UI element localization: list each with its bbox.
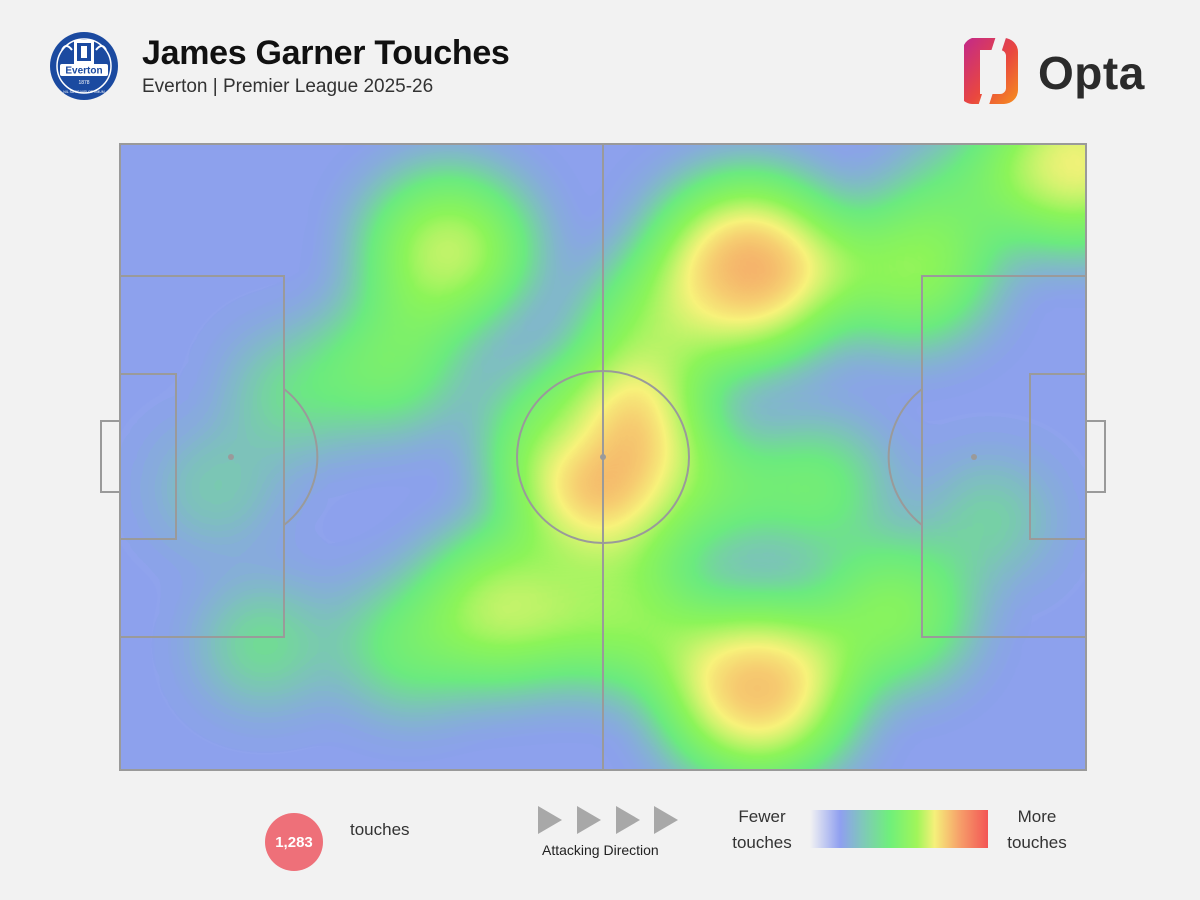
legend-low-line2: touches	[732, 833, 792, 852]
play-arrow-icon	[654, 806, 678, 834]
touch-count-badge: 1,283	[265, 813, 323, 871]
attacking-direction-arrows	[538, 806, 678, 834]
play-arrow-icon	[538, 806, 562, 834]
heat-spot	[937, 472, 1041, 567]
heat-spot	[166, 442, 267, 534]
heat-spot	[756, 434, 875, 542]
legend-low-line1: Fewer	[738, 807, 786, 826]
everton-crest-icon: Everton 1878 NIL SATIS NISI OPTIMUM	[50, 32, 118, 100]
center-spot	[600, 454, 606, 460]
heat-spot	[553, 551, 692, 676]
crest-year: 1878	[78, 80, 89, 86]
footer-legend: 1,283 touches Attacking Direction Fewer …	[0, 790, 1200, 900]
page-subtitle: Everton | Premier League 2025-26	[142, 76, 434, 97]
center-circle	[516, 370, 690, 544]
heat-spot	[826, 553, 960, 674]
heat-spot	[638, 432, 761, 545]
heat-spot	[592, 269, 730, 395]
play-arrow-icon	[616, 806, 640, 834]
crest-text: Everton	[65, 66, 102, 77]
legend-high-label: More touches	[998, 804, 1076, 856]
crest-motto: NIL SATIS NISI OPTIMUM	[63, 90, 105, 94]
play-arrow-icon	[577, 806, 601, 834]
opta-logo-icon	[964, 34, 1018, 110]
heat-spot	[329, 307, 452, 419]
right-penalty-arc	[887, 388, 923, 526]
heatmap-layer	[120, 144, 1086, 770]
heat-spot	[374, 183, 523, 318]
heat-spot	[495, 372, 614, 480]
left-penalty-arc	[283, 388, 319, 526]
legend-color-scale	[810, 810, 988, 848]
page-title: James Garner Touches	[142, 34, 510, 72]
left-penalty-spot	[228, 454, 234, 460]
heat-spot	[432, 540, 581, 675]
opta-logo: Opta	[960, 34, 1160, 110]
header: Everton 1878 NIL SATIS NISI OPTIMUM Jame…	[0, 0, 1200, 120]
heat-spot	[671, 610, 844, 767]
legend-low-label: Fewer touches	[722, 804, 802, 856]
pitch-heatmap	[100, 143, 1106, 771]
touch-count-label: touches	[350, 820, 410, 839]
heat-spot	[913, 144, 1027, 246]
left-goal	[100, 420, 121, 493]
right-goal	[1085, 420, 1106, 493]
right-penalty-spot	[971, 454, 977, 460]
heat-spot	[239, 345, 348, 444]
heat-spot	[211, 595, 319, 694]
opta-logo-text: Opta	[1038, 47, 1145, 99]
legend-high-line2: touches	[1007, 833, 1067, 852]
legend-high-line1: More	[1017, 807, 1057, 826]
attacking-direction-label: Attacking Direction	[542, 842, 659, 858]
heat-spot	[350, 591, 469, 699]
